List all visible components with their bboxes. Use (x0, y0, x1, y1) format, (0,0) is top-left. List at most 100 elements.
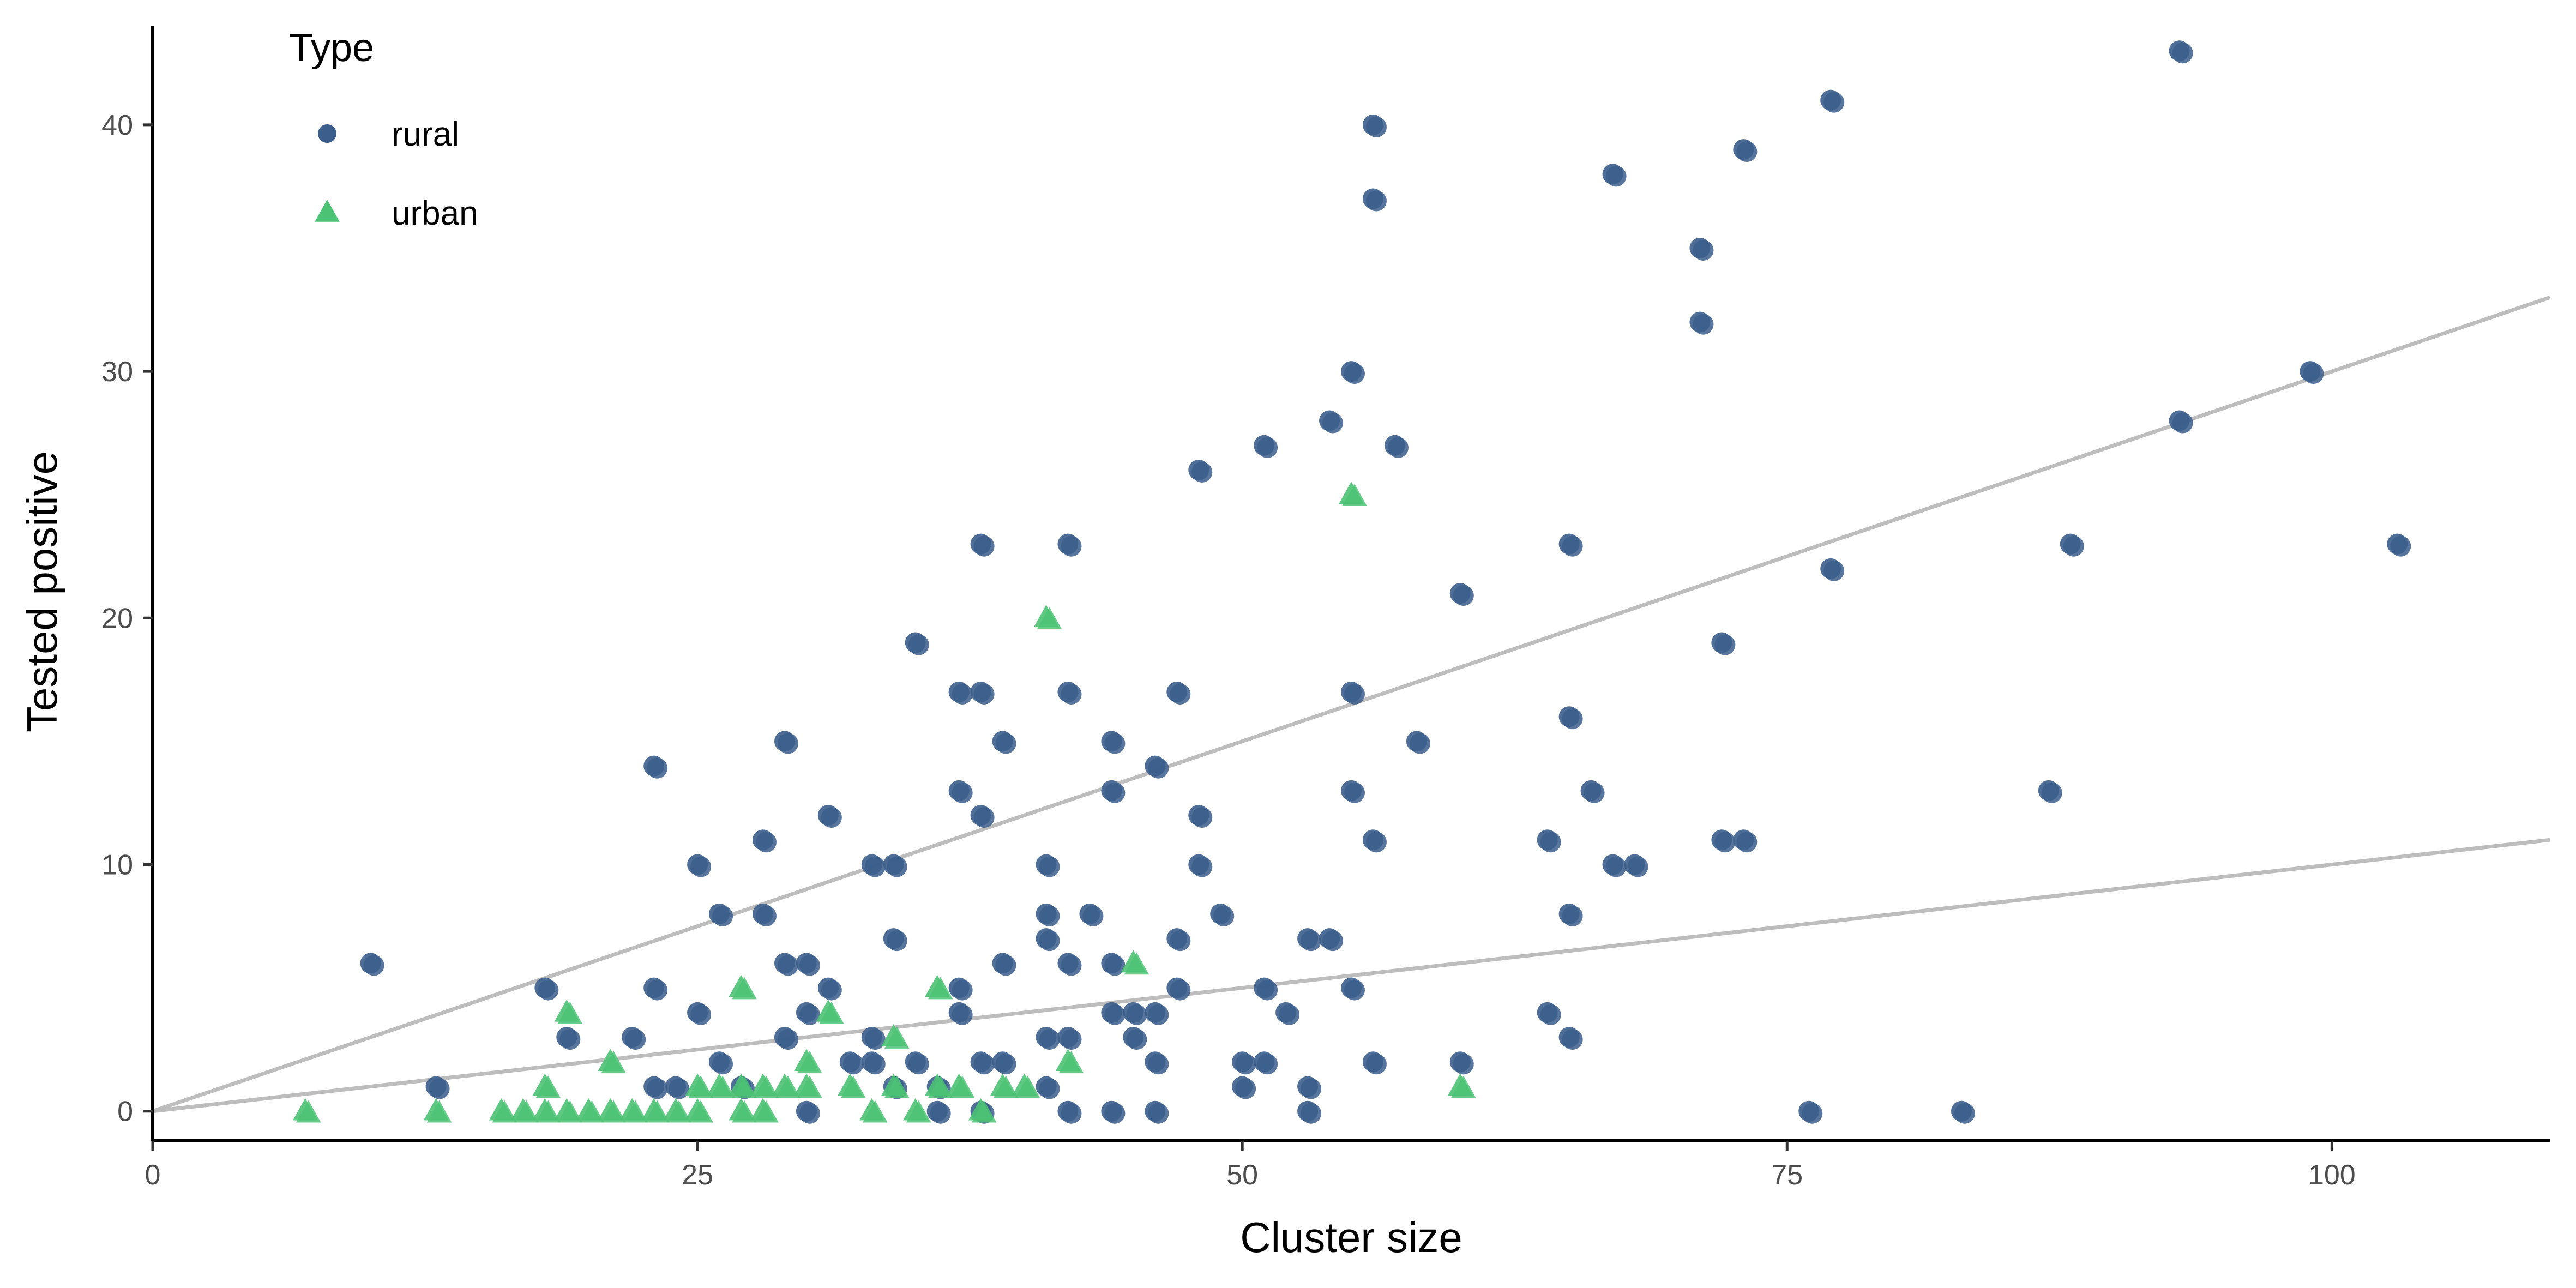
rural-point (643, 755, 665, 777)
urban-point (968, 1098, 994, 1121)
rural-point (1820, 558, 1841, 579)
rural-point (1798, 1100, 1820, 1122)
rural-point (1341, 977, 1362, 998)
rural-point (1101, 780, 1122, 801)
rural-point (1319, 410, 1340, 431)
x-axis-title: Cluster size (1240, 1213, 1462, 1261)
rural-point (1188, 459, 1209, 480)
rural-point (1362, 1051, 1383, 1073)
rural-point (1210, 903, 1231, 924)
urban-point (902, 1098, 928, 1121)
rural-point (992, 953, 1013, 974)
legend: Type rural urban (289, 26, 478, 232)
x-tick-label: 0 (145, 1159, 161, 1191)
rural-point (1275, 1002, 1297, 1023)
urban-point (532, 1073, 558, 1096)
x-tick-label: 100 (2308, 1159, 2356, 1191)
x-tick-label: 75 (1771, 1159, 1803, 1191)
reference-line-1 (152, 296, 2551, 1114)
rural-point (970, 805, 991, 826)
rural-point (948, 977, 970, 998)
rural-point (425, 1076, 447, 1097)
rural-point (1188, 805, 1209, 826)
rural-point (774, 953, 795, 974)
urban-point (619, 1098, 645, 1121)
rural-point (1406, 731, 1427, 752)
legend-title: Type (289, 26, 374, 70)
rural-point (2300, 361, 2321, 382)
legend-key-urban (315, 200, 340, 222)
rural-point (1036, 928, 1057, 949)
rural-point (1602, 854, 1623, 875)
y-tick-label: 10 (101, 850, 133, 881)
rural-point (1166, 928, 1188, 949)
urban-point (816, 999, 841, 1022)
rural-point (992, 1051, 1013, 1073)
urban-point (1012, 1073, 1037, 1096)
rural-point (1101, 953, 1122, 974)
rural-point (2387, 533, 2408, 555)
urban-point (554, 999, 580, 1022)
rural-point (1145, 755, 1166, 777)
y-tick-label: 20 (101, 603, 133, 634)
y-tick-label: 0 (117, 1096, 133, 1128)
urban-point (924, 1073, 950, 1096)
urban-point (772, 1073, 797, 1096)
rural-point (2169, 410, 2190, 431)
rural-point (1711, 632, 1732, 653)
rural-point (883, 854, 904, 875)
rural-point (1101, 731, 1122, 752)
rural-point (1036, 1076, 1057, 1097)
rural-point (1558, 706, 1580, 727)
rural-point (1101, 1002, 1122, 1023)
urban-point (750, 1073, 775, 1096)
rural-point (796, 1002, 817, 1023)
urban-point (489, 1098, 514, 1121)
rural-point (665, 1076, 687, 1097)
urban-point (794, 1073, 819, 1096)
rural-point (948, 681, 970, 702)
urban-point (881, 1024, 906, 1046)
urban-point (1448, 1073, 1473, 1096)
urban-point (292, 1098, 318, 1121)
rural-point (1254, 977, 1275, 998)
rural-point (1449, 1051, 1471, 1073)
rural-point (360, 953, 381, 974)
legend-key-rural (318, 124, 336, 143)
urban-point (1033, 605, 1059, 628)
rural-point (687, 854, 708, 875)
rural-point (948, 1002, 970, 1023)
rural-point (817, 805, 839, 826)
x-tick-label: 25 (682, 1159, 713, 1191)
rural-point (1297, 1100, 1319, 1122)
rural-point (2060, 533, 2081, 555)
urban-point (881, 1073, 906, 1096)
rural-point (926, 1100, 948, 1122)
rural-point (774, 1027, 795, 1048)
rural-point (1057, 953, 1079, 974)
urban-point (859, 1098, 884, 1121)
rural-point (970, 533, 991, 555)
rural-point (1624, 854, 1645, 875)
rural-point (1297, 928, 1319, 949)
urban-point (1055, 1049, 1081, 1072)
rural-point (1232, 1051, 1253, 1073)
rural-point (1733, 139, 1754, 160)
rural-point (1123, 1027, 1144, 1048)
urban-point (1121, 950, 1146, 973)
rural-point (970, 1051, 991, 1073)
urban-point (1339, 482, 1364, 504)
rural-point (1057, 1027, 1079, 1048)
rural-point (1537, 829, 1558, 851)
rural-point (2038, 780, 2059, 801)
urban-point (598, 1049, 623, 1072)
rural-point (1580, 780, 1602, 801)
rural-point (709, 903, 730, 924)
urban-point (554, 1098, 580, 1121)
rural-point (643, 977, 665, 998)
rural-point (1166, 977, 1188, 998)
rural-point (1036, 854, 1057, 875)
rural-point (883, 928, 904, 949)
